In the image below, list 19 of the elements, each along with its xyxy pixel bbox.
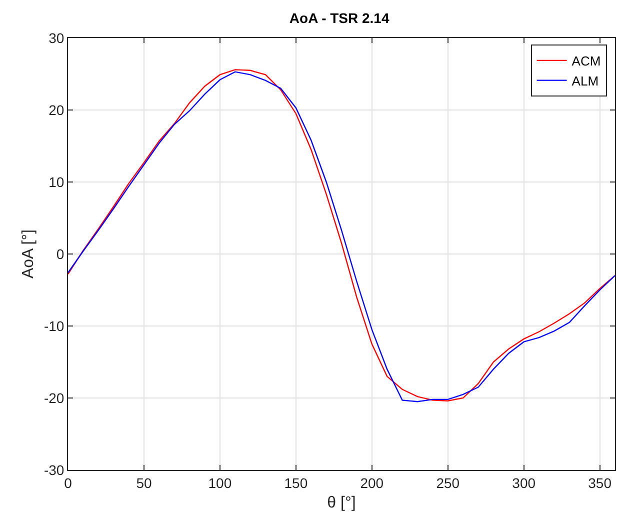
y-tick-label: 0 — [56, 246, 64, 262]
x-tick-label: 300 — [512, 474, 536, 491]
y-tick-label: 30 — [48, 30, 64, 46]
x-tick-label: 250 — [436, 474, 460, 491]
y-tick-label: 10 — [48, 174, 64, 190]
chart-title: AoA - TSR 2.14 — [289, 10, 390, 26]
x-tick-label: 350 — [588, 474, 612, 491]
x-tick-label: 200 — [360, 474, 384, 491]
y-axis-title: AoA [°] — [20, 229, 37, 279]
y-tick-label: 20 — [48, 102, 64, 118]
legend-label: ALM — [572, 73, 599, 88]
x-axis-title: θ [°] — [327, 494, 356, 512]
x-tick-label: 100 — [208, 474, 232, 491]
x-tick-label: 50 — [136, 474, 152, 491]
y-tick-label: -20 — [44, 390, 64, 406]
y-tick-label: -10 — [44, 318, 64, 334]
legend-label: ACM — [572, 54, 601, 68]
x-tick-label: 150 — [284, 474, 308, 491]
y-tick-label: -30 — [44, 462, 64, 478]
